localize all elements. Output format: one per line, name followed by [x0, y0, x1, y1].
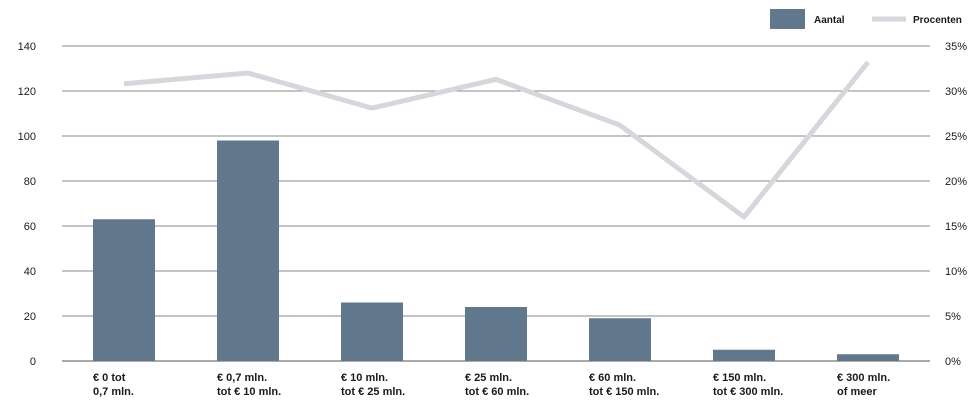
line-series: [123, 60, 870, 220]
left-axis-ticks: 0 20 40 60 80 100 120 140: [18, 41, 36, 368]
legend: Aantal Procenten: [770, 9, 962, 29]
gridlines: [62, 45, 930, 362]
y-left-tick-label: 0: [30, 356, 36, 368]
y-right-tick-label: 10%: [945, 266, 967, 278]
y-left-tick-label: 140: [18, 41, 36, 53]
category-labels: € 0 tot 0,7 mln. € 0,7 mln. tot € 10 mln. € …: [93, 372, 890, 398]
y-left-tick-label: 40: [24, 266, 36, 278]
y-right-tick-label: 15%: [945, 221, 967, 233]
bar: [465, 307, 527, 361]
y-right-tick-label: 35%: [945, 41, 967, 53]
category-label: € 0 tot 0,7 mln.: [93, 372, 134, 398]
category-label: € 25 mln. tot € 60 mln.: [465, 372, 529, 398]
y-left-tick-label: 120: [18, 86, 36, 98]
bar: [589, 318, 651, 361]
y-right-tick-label: 5%: [945, 311, 961, 323]
category-label: € 150 mln. tot € 300 mln.: [713, 372, 783, 398]
percent-line: [123, 60, 870, 220]
category-label: € 300 mln. of meer: [837, 372, 890, 398]
bars: [93, 140, 899, 361]
y-right-tick-label: 25%: [945, 131, 967, 143]
y-left-tick-label: 80: [24, 176, 36, 188]
bar: [341, 302, 403, 361]
y-right-tick-label: 30%: [945, 86, 967, 98]
bar: [93, 219, 155, 361]
category-label: € 60 mln. tot € 150 mln.: [589, 372, 659, 398]
legend-label-procenten: Procenten: [913, 15, 962, 26]
legend-swatch-aantal: [770, 9, 805, 29]
category-label: € 0,7 mln. tot € 10 mln.: [217, 372, 281, 398]
y-left-tick-label: 60: [24, 221, 36, 233]
y-left-tick-label: 100: [18, 131, 36, 143]
bar: [217, 140, 279, 361]
category-label: € 10 mln. tot € 25 mln.: [341, 372, 405, 398]
y-right-tick-label: 20%: [945, 176, 967, 188]
bar: [713, 349, 775, 361]
right-axis-ticks: 0% 5% 10% 15% 20% 25% 30% 35%: [945, 41, 967, 368]
legend-label-aantal: Aantal: [814, 15, 845, 26]
y-left-tick-label: 20: [24, 311, 36, 323]
bar: [837, 354, 899, 361]
y-right-tick-label: 0%: [945, 356, 961, 368]
